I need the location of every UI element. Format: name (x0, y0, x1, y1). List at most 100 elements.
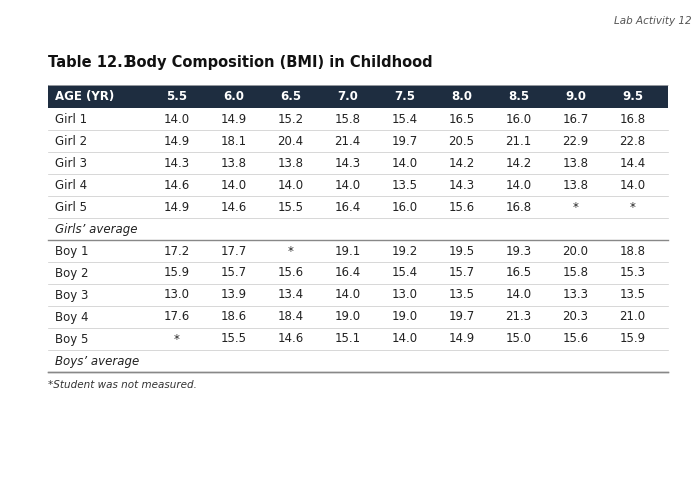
Text: 14.3: 14.3 (163, 156, 190, 170)
Bar (48, 306, 668, 328)
Bar (48, 328, 668, 350)
Text: 14.9: 14.9 (163, 134, 190, 148)
Bar (48, 152, 668, 174)
Text: 13.3: 13.3 (563, 289, 589, 302)
Text: 14.0: 14.0 (163, 112, 190, 126)
Text: *: * (174, 333, 179, 346)
Text: 20.3: 20.3 (563, 311, 589, 324)
Text: 5.5: 5.5 (166, 90, 187, 103)
Text: 15.8: 15.8 (335, 112, 360, 126)
Text: 18.8: 18.8 (620, 245, 645, 258)
Text: 15.3: 15.3 (620, 267, 645, 280)
Text: 14.6: 14.6 (220, 200, 246, 214)
Text: 14.6: 14.6 (277, 333, 304, 346)
Text: 14.3: 14.3 (449, 178, 475, 192)
Text: 16.4: 16.4 (335, 200, 360, 214)
Text: 16.5: 16.5 (505, 267, 531, 280)
Text: *Student was not measured.: *Student was not measured. (48, 380, 197, 390)
Text: 14.2: 14.2 (505, 156, 531, 170)
Text: Girl 1: Girl 1 (55, 112, 87, 126)
Text: 17.2: 17.2 (163, 245, 190, 258)
Text: 13.8: 13.8 (563, 156, 589, 170)
Bar (48, 284, 668, 306)
Text: Girl 5: Girl 5 (55, 200, 87, 214)
Text: Boy 1: Boy 1 (55, 245, 88, 258)
Text: 22.8: 22.8 (620, 134, 645, 148)
Text: 15.9: 15.9 (620, 333, 645, 346)
Text: 15.4: 15.4 (391, 112, 418, 126)
Text: Lab Activity 12: Lab Activity 12 (615, 16, 692, 26)
Text: Table 12.1: Table 12.1 (48, 55, 133, 70)
Text: AGE (YR): AGE (YR) (55, 90, 114, 103)
Text: 13.8: 13.8 (220, 156, 246, 170)
Bar (48, 196, 668, 218)
Bar (48, 85, 668, 108)
Text: 21.1: 21.1 (505, 134, 531, 148)
Text: 19.3: 19.3 (505, 245, 531, 258)
Text: 13.5: 13.5 (620, 289, 645, 302)
Text: 13.0: 13.0 (164, 289, 190, 302)
Text: 15.7: 15.7 (220, 267, 246, 280)
Text: 21.3: 21.3 (505, 311, 531, 324)
Text: 19.7: 19.7 (391, 134, 418, 148)
Text: 8.0: 8.0 (451, 90, 472, 103)
Text: Body Composition (BMI) in Childhood: Body Composition (BMI) in Childhood (110, 55, 433, 70)
Bar (48, 130, 668, 152)
Text: 9.5: 9.5 (622, 90, 643, 103)
Text: 16.8: 16.8 (620, 112, 645, 126)
Text: 15.6: 15.6 (277, 267, 304, 280)
Text: 16.4: 16.4 (335, 267, 360, 280)
Text: 19.5: 19.5 (449, 245, 475, 258)
Text: 15.6: 15.6 (449, 200, 475, 214)
Text: 14.9: 14.9 (449, 333, 475, 346)
Text: 15.1: 15.1 (335, 333, 360, 346)
Text: *: * (288, 245, 293, 258)
Text: 14.3: 14.3 (335, 156, 360, 170)
Text: Boy 3: Boy 3 (55, 289, 88, 302)
Text: Boy 5: Boy 5 (55, 333, 88, 346)
Text: 15.5: 15.5 (220, 333, 246, 346)
Text: 16.7: 16.7 (562, 112, 589, 126)
Text: 7.0: 7.0 (337, 90, 358, 103)
Text: 19.7: 19.7 (449, 311, 475, 324)
Text: Boy 2: Boy 2 (55, 267, 88, 280)
Text: 22.9: 22.9 (562, 134, 589, 148)
Text: 13.9: 13.9 (220, 289, 246, 302)
Text: 14.0: 14.0 (220, 178, 246, 192)
Text: 15.7: 15.7 (449, 267, 475, 280)
Text: Girls’ average: Girls’ average (55, 222, 137, 236)
Text: Boy 4: Boy 4 (55, 311, 88, 324)
Text: 14.0: 14.0 (505, 289, 531, 302)
Text: 17.7: 17.7 (220, 245, 246, 258)
Text: 8.5: 8.5 (508, 90, 529, 103)
Text: 9.0: 9.0 (565, 90, 586, 103)
Text: 20.5: 20.5 (449, 134, 475, 148)
Text: 7.5: 7.5 (394, 90, 415, 103)
Bar (48, 262, 668, 284)
Text: Girl 3: Girl 3 (55, 156, 87, 170)
Text: 13.5: 13.5 (449, 289, 475, 302)
Text: 15.5: 15.5 (277, 200, 304, 214)
Text: 15.2: 15.2 (277, 112, 304, 126)
Text: *: * (573, 200, 578, 214)
Text: 14.6: 14.6 (163, 178, 190, 192)
Text: 6.0: 6.0 (223, 90, 244, 103)
Text: 6.5: 6.5 (280, 90, 301, 103)
Text: 14.0: 14.0 (277, 178, 304, 192)
Text: 15.6: 15.6 (562, 333, 589, 346)
Text: 21.0: 21.0 (620, 311, 645, 324)
Text: 14.0: 14.0 (505, 178, 531, 192)
Text: 19.0: 19.0 (335, 311, 360, 324)
Text: 14.0: 14.0 (620, 178, 645, 192)
Text: Boys’ average: Boys’ average (55, 355, 139, 368)
Text: 13.8: 13.8 (277, 156, 304, 170)
Text: 16.8: 16.8 (505, 200, 531, 214)
Text: 21.4: 21.4 (335, 134, 360, 148)
Text: 16.5: 16.5 (449, 112, 475, 126)
Text: 15.4: 15.4 (391, 267, 418, 280)
Text: 18.6: 18.6 (220, 311, 246, 324)
Bar (48, 350, 668, 372)
Text: Girl 2: Girl 2 (55, 134, 87, 148)
Text: 14.4: 14.4 (620, 156, 645, 170)
Text: 13.0: 13.0 (391, 289, 417, 302)
